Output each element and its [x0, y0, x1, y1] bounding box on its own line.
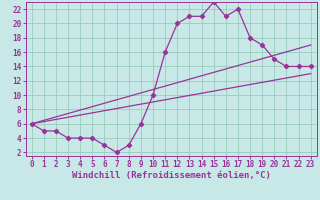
X-axis label: Windchill (Refroidissement éolien,°C): Windchill (Refroidissement éolien,°C) [72, 171, 271, 180]
